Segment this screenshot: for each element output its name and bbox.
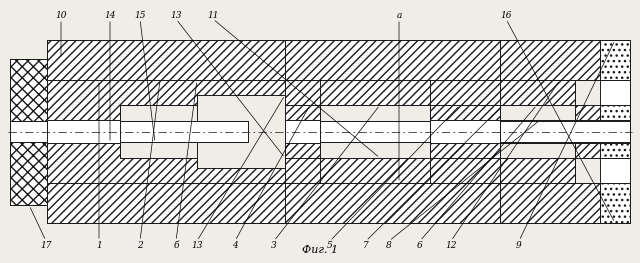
Bar bbox=[500, 158, 575, 183]
Bar bbox=[285, 120, 320, 143]
Bar bbox=[575, 143, 600, 158]
Text: 13: 13 bbox=[191, 240, 203, 250]
Text: б: б bbox=[173, 240, 179, 250]
Bar bbox=[47, 120, 120, 143]
Text: 13: 13 bbox=[170, 11, 182, 19]
Bar bbox=[500, 121, 630, 142]
Bar bbox=[500, 80, 575, 105]
Bar bbox=[600, 183, 630, 223]
Bar bbox=[500, 120, 575, 143]
Text: 1: 1 bbox=[96, 240, 102, 250]
Text: 4: 4 bbox=[232, 240, 238, 250]
Text: 7: 7 bbox=[363, 240, 369, 250]
Bar bbox=[320, 80, 430, 105]
Bar bbox=[430, 143, 500, 158]
Bar bbox=[285, 80, 360, 105]
Polygon shape bbox=[47, 143, 285, 183]
Bar bbox=[285, 40, 500, 80]
Bar bbox=[600, 40, 630, 223]
Text: 12: 12 bbox=[445, 240, 457, 250]
Text: 15: 15 bbox=[134, 11, 146, 19]
Bar bbox=[500, 183, 600, 223]
Text: 11: 11 bbox=[207, 11, 219, 19]
Text: 5: 5 bbox=[327, 240, 333, 250]
Polygon shape bbox=[47, 80, 285, 120]
Bar bbox=[600, 143, 630, 158]
Bar bbox=[285, 105, 320, 120]
Bar bbox=[320, 158, 430, 183]
Text: 9: 9 bbox=[516, 240, 522, 250]
Text: 14: 14 bbox=[104, 11, 116, 19]
Bar bbox=[285, 143, 320, 158]
Text: 17: 17 bbox=[40, 240, 52, 250]
Bar bbox=[47, 183, 285, 223]
Bar bbox=[285, 183, 500, 223]
Text: 6: 6 bbox=[417, 240, 423, 250]
Text: 16: 16 bbox=[500, 11, 512, 19]
Polygon shape bbox=[10, 59, 47, 205]
Bar bbox=[600, 105, 630, 120]
Text: a: a bbox=[396, 11, 402, 19]
Bar bbox=[600, 40, 630, 80]
Bar bbox=[575, 105, 600, 120]
Bar bbox=[47, 120, 120, 143]
Bar bbox=[47, 40, 285, 80]
Text: 8: 8 bbox=[386, 240, 392, 250]
Bar bbox=[430, 105, 500, 120]
Bar bbox=[500, 40, 600, 80]
Bar bbox=[285, 158, 360, 183]
Text: 3: 3 bbox=[271, 240, 277, 250]
Bar bbox=[320, 121, 430, 142]
Text: Фиг. 1: Фиг. 1 bbox=[302, 245, 338, 255]
Text: 2: 2 bbox=[137, 240, 143, 250]
Bar bbox=[430, 120, 500, 143]
Text: 10: 10 bbox=[55, 11, 67, 19]
Bar bbox=[430, 158, 500, 183]
Bar bbox=[10, 121, 248, 142]
Bar bbox=[430, 80, 500, 105]
Bar bbox=[600, 120, 630, 143]
